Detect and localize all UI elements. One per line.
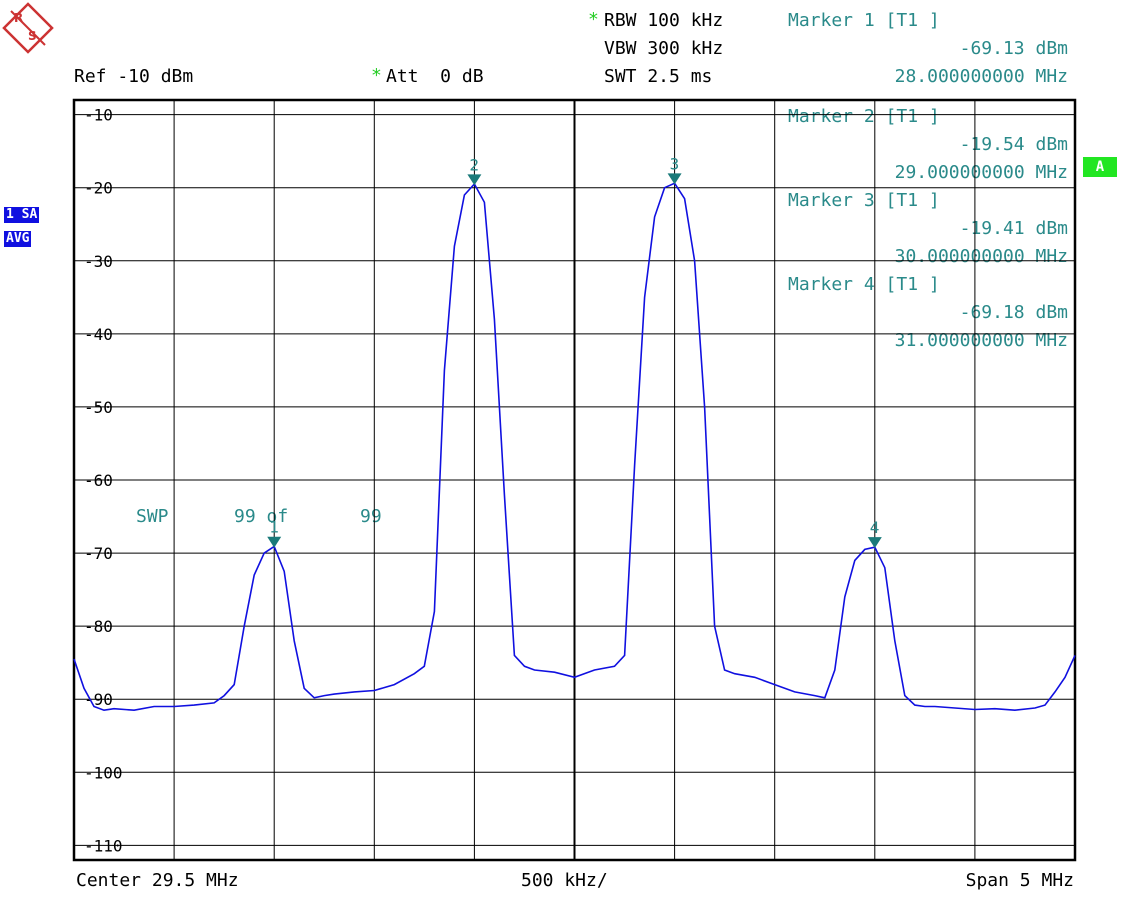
attenuation-setting: Att 0 dB	[386, 66, 484, 87]
marker-2-number: 2	[469, 155, 479, 174]
marker-3-label: Marker 3 [T1 ]	[788, 190, 940, 211]
svg-text:S: S	[28, 29, 37, 43]
marker-2-level: -19.54 dBm	[959, 134, 1068, 155]
marker-2-freq: 29.000000000 MHz	[894, 162, 1068, 183]
detector-badge: AVG	[4, 231, 32, 247]
y-tick-label: -90	[84, 690, 113, 709]
y-tick-label: -60	[84, 471, 113, 490]
y-tick-label: -100	[84, 763, 123, 782]
marker-3-level: -19.41 dBm	[959, 218, 1068, 239]
sweep-total: 99	[360, 506, 382, 527]
marker-3-number: 3	[670, 154, 680, 173]
svg-text:R: R	[14, 11, 23, 25]
sweep-count: 99 of	[234, 506, 289, 527]
marker-1-level: -69.13 dBm	[959, 38, 1068, 59]
marker-4-freq: 31.000000000 MHz	[894, 330, 1068, 351]
y-tick-label: -80	[84, 617, 113, 636]
marker-1-freq: 28.000000000 MHz	[894, 66, 1068, 87]
frequency-per-division: 500 kHz/	[521, 870, 608, 891]
ref-level: Ref -10 dBm	[74, 66, 194, 87]
marker-4-level: -69.18 dBm	[959, 302, 1068, 323]
marker-1-number: 1	[269, 518, 279, 537]
marker-3-freq: 30.000000000 MHz	[894, 246, 1068, 267]
trace-badge: 1 SA	[4, 207, 40, 223]
marker-3-icon	[667, 173, 682, 185]
plot-frame	[72, 98, 1077, 862]
y-tick-label: -40	[84, 325, 113, 344]
marker-4-icon	[867, 537, 882, 549]
span-setting: Span 5 MHz	[965, 870, 1074, 891]
marker-4-number: 4	[870, 518, 880, 537]
marker-2-label: Marker 2 [T1 ]	[788, 106, 940, 127]
att-star-icon: *	[371, 65, 382, 86]
rbw-setting: RBW 100 kHz	[604, 10, 724, 31]
y-tick-label: -70	[84, 544, 113, 563]
marker-4-label: Marker 4 [T1 ]	[788, 274, 940, 295]
y-tick-label: -10	[84, 106, 113, 125]
sweep-label: SWP	[136, 506, 169, 527]
y-tick-label: -50	[84, 398, 113, 417]
vbw-setting: VBW 300 kHz	[604, 38, 724, 59]
marker-1-label: Marker 1 [T1 ]	[788, 10, 940, 31]
center-frequency: Center 29.5 MHz	[76, 870, 239, 891]
marker-2-icon	[467, 174, 482, 186]
y-tick-label: -30	[84, 252, 113, 271]
marker-1-icon	[267, 536, 282, 548]
y-tick-label: -110	[84, 836, 123, 855]
status-badge: A	[1083, 157, 1117, 177]
swt-setting: SWT 2.5 ms	[604, 66, 713, 87]
rbw-star-icon: *	[588, 9, 599, 30]
rohde-schwarz-logo-icon: R S	[2, 2, 54, 54]
y-tick-label: -20	[84, 179, 113, 198]
trace-line	[73, 182, 1076, 712]
